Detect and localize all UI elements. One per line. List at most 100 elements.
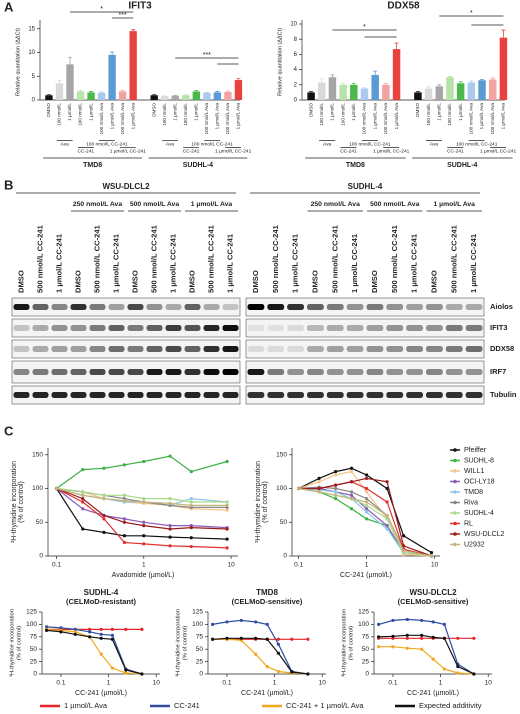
blot-band — [51, 346, 68, 352]
bar — [213, 92, 222, 100]
point — [99, 627, 103, 631]
error-bar — [469, 80, 474, 83]
point — [45, 628, 49, 632]
blot-band — [426, 325, 443, 331]
x-tick-label: 0.1 — [52, 562, 61, 569]
bar — [55, 83, 64, 100]
legend-label: SUDHL-8 — [464, 457, 494, 464]
chart-title: WSU-DLCL2 — [409, 588, 457, 597]
x-tick-label: 1 — [142, 562, 146, 569]
blot-band — [247, 304, 265, 310]
blot-band — [108, 325, 125, 331]
y-tick-label: 4 — [294, 67, 298, 73]
point — [349, 493, 354, 497]
x-tick-label: 100 nmol/L — [57, 103, 62, 126]
x-tick-label: 10 — [319, 680, 327, 687]
blot-band — [203, 346, 220, 352]
blot-band — [32, 369, 49, 375]
blot-lane-label: 1 µmol/L CC-241 — [350, 233, 359, 293]
blot-lane-label: 500 nmol/L CC-241 — [449, 224, 458, 293]
point — [431, 635, 435, 639]
blot-lane-label: 500 nmol/L CC-241 — [150, 224, 159, 293]
x-tick-label: 100 nmol/L — [426, 103, 431, 126]
legend-label: WILL1 — [464, 468, 484, 475]
point — [333, 493, 338, 497]
point — [122, 534, 127, 538]
series-line — [46, 626, 143, 675]
point — [81, 500, 85, 504]
point — [168, 501, 172, 505]
series-line — [298, 477, 432, 557]
blot-band — [222, 369, 239, 375]
blot-band — [386, 325, 404, 331]
blot-protein-label: IRF7 — [490, 367, 506, 376]
legend-marker — [453, 479, 457, 484]
point — [385, 513, 389, 518]
series-line — [55, 488, 228, 540]
point — [276, 651, 280, 655]
point — [365, 486, 369, 491]
bar — [360, 88, 369, 100]
blot-band — [165, 369, 182, 375]
error-bar — [458, 81, 463, 84]
legend-marker — [453, 500, 457, 505]
legend-marker — [453, 490, 457, 494]
point — [265, 637, 269, 641]
blot-protein-label: Aiolos — [490, 302, 513, 311]
treatment-label: 1 µmol/L CC-241 — [215, 148, 252, 154]
blot-lane-label: DMSO — [251, 270, 260, 293]
point — [45, 625, 49, 629]
blot-band — [184, 369, 201, 375]
series-line — [56, 455, 228, 489]
point — [385, 486, 389, 491]
blot-lane-label: 1 µmol/L CC-241 — [55, 233, 64, 293]
blot-band — [108, 369, 125, 375]
point — [365, 517, 369, 521]
point — [81, 468, 85, 472]
x-tick-label: 1 µmol/L — [330, 103, 335, 121]
chart-title: DDX58 — [387, 1, 420, 12]
blot-band — [346, 392, 364, 398]
point — [225, 546, 229, 550]
point — [365, 507, 369, 511]
point — [429, 551, 434, 555]
blot-band — [146, 392, 163, 398]
y-tick-label: 25 — [30, 658, 38, 665]
point — [142, 497, 146, 501]
point — [110, 666, 114, 670]
blot-band — [267, 325, 285, 331]
blot-band — [366, 346, 384, 352]
x-tick-label: 1 µmol/L Ava — [479, 103, 484, 130]
point — [225, 508, 229, 512]
x-tick-label: 0.1 — [388, 680, 397, 687]
bar — [97, 92, 106, 100]
bar — [171, 95, 179, 100]
blot-band — [165, 304, 182, 310]
blot-band — [222, 346, 239, 352]
point — [225, 459, 229, 464]
cell-line-label: SUDHL-4 — [447, 162, 477, 169]
blot-strip — [11, 297, 241, 317]
y-tick-label: 50 — [280, 519, 288, 526]
point — [99, 636, 103, 640]
y-tick-label: 25 — [196, 658, 204, 665]
blot-strip — [245, 360, 485, 384]
x-tick-label: 1 µmol/L — [437, 103, 442, 121]
blot-band — [426, 369, 443, 375]
significance-label: * — [470, 10, 473, 17]
point — [276, 642, 280, 646]
blot-band — [366, 325, 384, 331]
series-line — [298, 470, 432, 557]
error-bar — [351, 82, 356, 85]
blot-band — [108, 392, 125, 398]
legend-marker — [453, 458, 457, 463]
bar — [87, 92, 95, 100]
bar — [182, 95, 190, 100]
point — [142, 459, 146, 464]
point — [317, 490, 321, 494]
blot-band — [127, 369, 144, 375]
blot-band — [346, 304, 364, 310]
y-axis-label: Relative quantitation (ΔΔCt) — [277, 28, 283, 96]
bar — [488, 79, 497, 100]
point — [189, 526, 193, 530]
